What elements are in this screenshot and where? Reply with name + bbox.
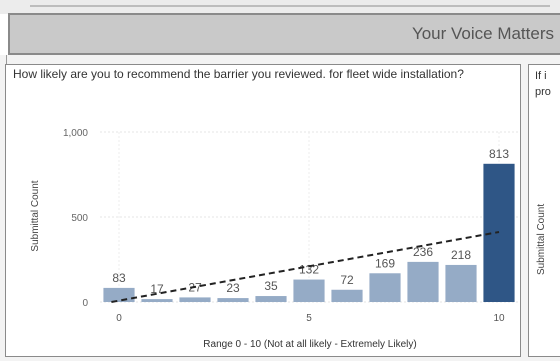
x-tick-label: 5: [306, 313, 312, 324]
data-label: 23: [226, 281, 240, 295]
x-tick-label: 10: [493, 313, 505, 324]
bar[interactable]: [331, 289, 363, 302]
x-axis-label: Range 0 - 10 (Not at all likely - Extrem…: [203, 339, 416, 350]
y-tick-label: 1,000: [63, 128, 88, 139]
banner-title: Your Voice Matters: [8, 13, 560, 55]
data-label: 83: [112, 271, 126, 285]
data-label: 236: [413, 245, 433, 259]
bar[interactable]: [445, 264, 477, 302]
data-label: 218: [451, 248, 471, 262]
data-label: 72: [340, 273, 354, 287]
bar[interactable]: [369, 273, 401, 302]
data-labels-layer: 831727233513272169236218813: [111, 147, 509, 303]
data-label: 35: [264, 279, 278, 293]
bar[interactable]: [407, 261, 439, 302]
bar[interactable]: [293, 279, 325, 302]
second-chart-question: If i pro: [535, 70, 551, 98]
data-label: 813: [489, 147, 509, 161]
data-label: 169: [375, 256, 395, 270]
trendline: [111, 231, 500, 303]
bar[interactable]: [141, 299, 173, 302]
bar[interactable]: [255, 296, 287, 302]
chart-card[interactable]: [5, 64, 521, 357]
bar[interactable]: [179, 297, 211, 302]
second-chart-card[interactable]: If i pro Submittal Count: [528, 64, 560, 357]
chart-question-title: How likely are you to recommend the barr…: [13, 67, 464, 81]
y-tick-label: 0: [82, 298, 88, 309]
bar[interactable]: [217, 298, 249, 302]
y-axis-label: Submittal Count: [30, 180, 41, 251]
tick-labels-layer: 0 500 1,000 0 5 10: [63, 128, 505, 324]
top-divider: [30, 0, 550, 7]
bar[interactable]: [103, 287, 135, 302]
top-strip: [0, 0, 560, 14]
data-label: 132: [299, 263, 319, 277]
y-tick-label: 500: [71, 213, 88, 224]
x-tick-label: 0: [116, 313, 122, 324]
